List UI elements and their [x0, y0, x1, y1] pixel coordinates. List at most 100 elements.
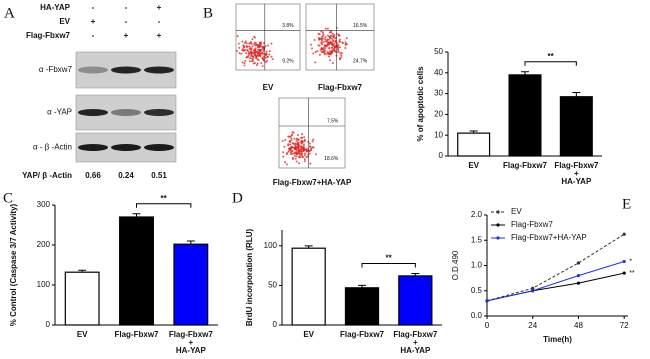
- y-tick-label: 50: [434, 47, 443, 56]
- point: [622, 232, 626, 236]
- flow-dot: [321, 35, 324, 38]
- flow-dot: [330, 51, 333, 54]
- significance-label: **: [161, 194, 168, 203]
- flow-dot: [312, 138, 315, 141]
- ratio-value: 0.51: [151, 171, 167, 180]
- flow-dot: [332, 35, 335, 38]
- flow-dot: [281, 140, 284, 143]
- series-line: [486, 233, 625, 302]
- flow-dot: [329, 52, 332, 55]
- flow-dot: [339, 38, 342, 41]
- flow-dot: [311, 146, 314, 149]
- quadrant-percent: 16.5%: [353, 23, 368, 29]
- flow-dot: [249, 41, 252, 44]
- quadrant-percent: 7.5%: [327, 118, 339, 124]
- x-tick-label: Flag-Fbxw7: [114, 330, 159, 339]
- flow-dot: [268, 50, 271, 53]
- flow-dot: [282, 155, 285, 158]
- flow-dot: [330, 34, 333, 37]
- flow-dot: [256, 54, 259, 57]
- flow-dot: [302, 140, 305, 143]
- condition-sign: +: [124, 31, 129, 40]
- flow-dot: [241, 49, 244, 52]
- flow-dot: [301, 156, 304, 159]
- flow-dot: [313, 38, 316, 41]
- flow-dot: [292, 152, 295, 155]
- flow-dot: [340, 54, 343, 57]
- flow-dot: [298, 156, 301, 159]
- flow-dot: [327, 34, 330, 37]
- condition-sign: -: [92, 31, 95, 40]
- flow-dot: [243, 41, 246, 44]
- flow-dot: [293, 137, 296, 140]
- condition-sign: +: [157, 31, 162, 40]
- flow-dot: [331, 37, 334, 40]
- flow-dot: [248, 42, 251, 45]
- flow-dot: [253, 35, 256, 38]
- point: [531, 286, 535, 290]
- flow-dot: [331, 32, 334, 35]
- bar: [173, 243, 209, 326]
- flow-dot: [302, 144, 305, 147]
- significance-label: **: [629, 270, 635, 277]
- error-bar: [572, 92, 581, 97]
- condition-sign: -: [158, 17, 161, 26]
- error-bar: [304, 245, 313, 249]
- flow-dot: [260, 45, 263, 48]
- x-tick-label: 48: [574, 321, 583, 330]
- flow-dot: [256, 50, 259, 53]
- flow-dot: [253, 48, 256, 51]
- flow-dot: [324, 45, 327, 48]
- flow-dot: [300, 154, 303, 157]
- error-bar: [132, 213, 141, 217]
- blot-band: [144, 144, 174, 151]
- significance-bracket: [136, 203, 192, 208]
- flow-dot: [297, 134, 300, 137]
- point: [622, 271, 626, 275]
- flow-dot: [305, 148, 308, 151]
- x-tick-label: Flag-Fbxw7 + HA-YAP: [169, 330, 214, 355]
- y-tick-label: 100: [37, 280, 51, 289]
- flow-dot: [293, 154, 296, 157]
- y-tick-label: 1.0: [471, 261, 483, 270]
- panel-letter: A: [4, 5, 15, 21]
- flow-dot: [344, 41, 347, 44]
- flow-dot: [302, 149, 305, 152]
- condition-label: HA-YAP: [40, 3, 71, 12]
- flow-dot: [260, 62, 263, 65]
- condition-sign: -: [125, 3, 128, 12]
- flow-dot: [247, 50, 250, 53]
- flow-dot: [337, 48, 340, 51]
- error-bar: [521, 71, 529, 75]
- flow-dot: [251, 38, 254, 41]
- flow-dot: [336, 46, 339, 49]
- x-tick-label: 0: [485, 321, 490, 330]
- flow-dot: [256, 43, 259, 46]
- flow-dot: [245, 45, 248, 48]
- x-tick-label: Flag-Fbxw7 + HA-YAP: [554, 161, 599, 186]
- panel-letter: B: [203, 5, 213, 21]
- flow-dot: [326, 27, 329, 30]
- flow-dot: [240, 52, 243, 55]
- flow-dot: [261, 64, 264, 67]
- flow-dot: [241, 40, 244, 43]
- flow-dot: [332, 44, 335, 47]
- flow-dot: [242, 44, 245, 47]
- flow-dot: [284, 161, 287, 164]
- flow-dot: [241, 61, 244, 64]
- flow-dot: [305, 150, 308, 153]
- x-tick-label: Flag-Fbxw7: [503, 161, 548, 170]
- flow-dot: [258, 45, 261, 48]
- point: [485, 299, 489, 303]
- flow-dot: [328, 55, 331, 58]
- flow-dot: [294, 145, 297, 148]
- band-label: α - β -Actin: [33, 143, 72, 152]
- flow-dot: [328, 43, 331, 46]
- flow-dot: [301, 133, 304, 136]
- bar: [508, 74, 542, 157]
- flow-dot: [314, 61, 317, 64]
- flow-dot: [288, 147, 291, 150]
- flow-dot: [345, 37, 348, 40]
- condition-sign: +: [91, 17, 96, 26]
- flow-dot: [295, 147, 298, 150]
